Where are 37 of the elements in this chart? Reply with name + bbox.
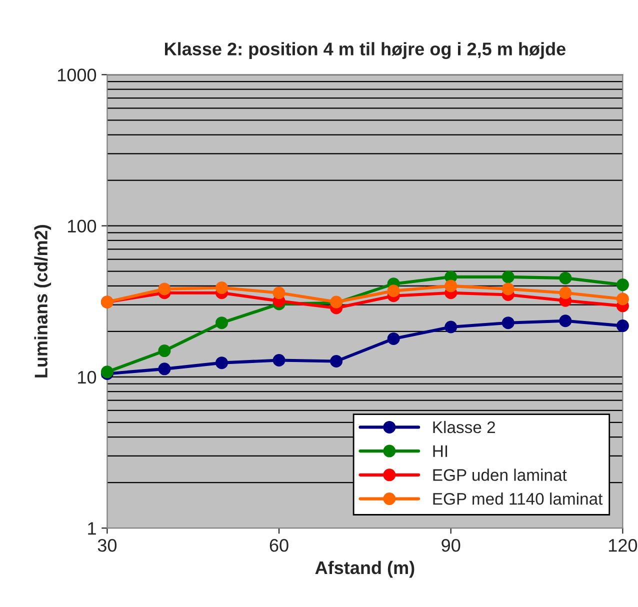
point [559,314,572,328]
x-tick-label: 120 [609,538,638,552]
x-tick-label: 90 [442,538,460,552]
legend-label: EGP uden laminat [433,468,567,481]
y-tick-label: 100 [68,220,96,233]
y-tick-label: 1000 [58,68,96,82]
point [330,355,343,368]
point [272,286,286,300]
point [616,292,629,306]
point [502,282,514,296]
point [158,362,171,376]
x-tick-label: 30 [98,538,117,552]
point [387,284,400,298]
x-axis-title: Afstand (m) [315,560,414,578]
chart-title: Klasse 2: position 4 m til højre og i 2,5 m højde [165,42,566,60]
point [158,282,171,296]
point [215,282,228,294]
legend-label: Klasse 2 [433,420,495,434]
legend-label: HI [433,445,448,457]
x-tick-label: 60 [270,538,288,552]
point [444,320,458,334]
legend-label: EGP med 1140 laminat [433,492,603,505]
point [158,344,171,358]
point [387,332,400,345]
point [444,280,458,292]
point [616,278,629,292]
point [502,316,514,330]
point [272,354,286,366]
y-tick-label: 1 [88,522,96,535]
point [559,272,572,284]
point [616,320,629,332]
y-axis-title: Luminans (cd/m2) [34,225,52,378]
point [215,316,228,330]
point [559,286,572,300]
point [502,270,514,284]
y-tick-label: 10 [78,370,96,384]
point [215,356,228,370]
